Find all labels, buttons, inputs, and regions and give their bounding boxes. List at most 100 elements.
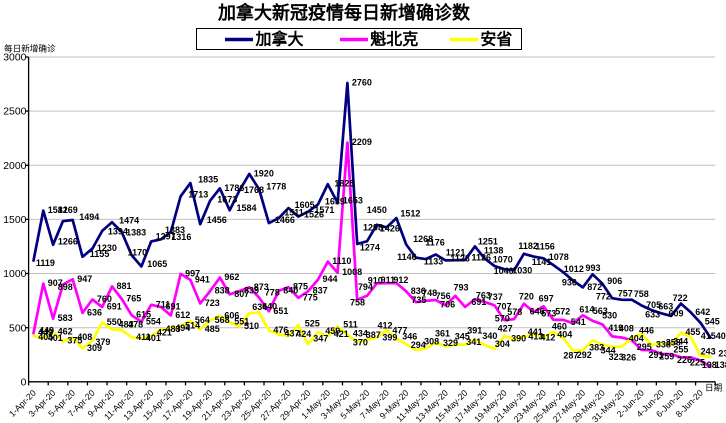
svg-text:794: 794 <box>358 282 373 292</box>
svg-text:1078: 1078 <box>549 252 569 262</box>
svg-text:1383: 1383 <box>165 225 185 235</box>
svg-text:411: 411 <box>136 332 151 342</box>
svg-text:379: 379 <box>95 337 110 347</box>
svg-text:476: 476 <box>273 325 288 335</box>
svg-text:346: 346 <box>402 331 417 341</box>
svg-text:1182: 1182 <box>518 241 538 251</box>
svg-text:1123: 1123 <box>450 254 470 264</box>
svg-text:1605: 1605 <box>295 200 315 210</box>
svg-text:347: 347 <box>313 333 328 343</box>
svg-text:462: 462 <box>58 326 73 336</box>
svg-text:723: 723 <box>205 298 220 308</box>
svg-text:697: 697 <box>539 294 554 304</box>
svg-text:361: 361 <box>435 329 450 339</box>
svg-text:413: 413 <box>528 332 543 342</box>
svg-text:1768: 1768 <box>244 185 264 195</box>
svg-text:1155: 1155 <box>90 249 110 259</box>
svg-text:941: 941 <box>195 274 210 284</box>
svg-text:837: 837 <box>313 286 328 296</box>
svg-text:387: 387 <box>366 330 381 340</box>
svg-text:1121: 1121 <box>446 248 466 258</box>
svg-text:1450: 1450 <box>367 205 387 215</box>
svg-text:614: 614 <box>579 304 594 314</box>
svg-text:1500: 1500 <box>3 215 26 226</box>
svg-text:加拿大新冠疫情每日新增确诊数: 加拿大新冠疫情每日新增确诊数 <box>217 2 471 23</box>
svg-text:2000: 2000 <box>3 161 26 172</box>
svg-text:459: 459 <box>325 326 340 336</box>
svg-text:1030: 1030 <box>512 266 532 276</box>
svg-text:1176: 1176 <box>425 238 445 248</box>
svg-text:1141: 1141 <box>532 257 552 267</box>
svg-text:1040: 1040 <box>494 266 514 276</box>
svg-text:758: 758 <box>634 289 649 299</box>
svg-text:758: 758 <box>350 297 365 307</box>
svg-text:460: 460 <box>552 322 567 332</box>
svg-text:691: 691 <box>471 297 486 307</box>
svg-text:514: 514 <box>185 321 200 331</box>
svg-text:409: 409 <box>716 331 726 341</box>
svg-text:720: 720 <box>519 291 534 301</box>
svg-text:291: 291 <box>649 350 664 360</box>
svg-text:1494: 1494 <box>79 212 99 222</box>
svg-text:1266: 1266 <box>58 236 78 246</box>
svg-text:636: 636 <box>87 307 102 317</box>
svg-text:1394: 1394 <box>108 226 128 236</box>
svg-text:760: 760 <box>97 294 112 304</box>
svg-text:997: 997 <box>185 268 200 278</box>
svg-text:606: 606 <box>224 311 239 321</box>
svg-text:944: 944 <box>323 274 338 284</box>
svg-text:551: 551 <box>234 317 249 327</box>
svg-text:0: 0 <box>21 377 27 388</box>
svg-text:1581: 1581 <box>48 205 68 215</box>
svg-text:911: 911 <box>381 275 396 285</box>
svg-text:345: 345 <box>455 331 470 341</box>
svg-text:295: 295 <box>637 342 652 352</box>
svg-text:663: 663 <box>658 302 673 312</box>
svg-text:408: 408 <box>77 332 92 342</box>
svg-text:550: 550 <box>107 317 122 327</box>
svg-text:1065: 1065 <box>147 259 167 269</box>
svg-text:691: 691 <box>107 302 122 312</box>
svg-text:1584: 1584 <box>237 203 257 213</box>
svg-text:441: 441 <box>528 327 543 337</box>
svg-text:763: 763 <box>476 291 491 301</box>
svg-text:1316: 1316 <box>171 232 191 242</box>
svg-text:404: 404 <box>629 334 644 344</box>
svg-text:358: 358 <box>666 338 681 348</box>
svg-text:404: 404 <box>557 330 572 340</box>
svg-text:434: 434 <box>353 328 368 338</box>
svg-text:1456: 1456 <box>207 215 227 225</box>
svg-text:1653: 1653 <box>343 196 363 206</box>
svg-text:1835: 1835 <box>198 175 218 185</box>
svg-text:每日新增确诊: 每日新增确诊 <box>4 42 56 53</box>
svg-text:1474: 1474 <box>119 216 139 226</box>
svg-text:1426: 1426 <box>380 223 400 233</box>
svg-text:198: 198 <box>702 360 717 370</box>
svg-text:399: 399 <box>382 333 397 343</box>
svg-text:634: 634 <box>252 302 267 312</box>
svg-text:640: 640 <box>262 302 277 312</box>
svg-text:936: 936 <box>562 278 577 288</box>
svg-text:421: 421 <box>334 329 349 339</box>
svg-text:735: 735 <box>411 295 426 305</box>
svg-text:707: 707 <box>497 301 512 311</box>
svg-text:449: 449 <box>38 328 53 338</box>
svg-text:1526: 1526 <box>304 210 324 220</box>
svg-text:401: 401 <box>48 333 63 343</box>
svg-text:1133: 1133 <box>424 257 444 267</box>
svg-text:2760: 2760 <box>352 78 372 88</box>
svg-text:424: 424 <box>296 329 311 339</box>
svg-text:477: 477 <box>392 326 407 336</box>
svg-text:412: 412 <box>378 320 393 330</box>
svg-text:1713: 1713 <box>188 190 208 200</box>
svg-text:511: 511 <box>343 320 358 330</box>
svg-text:1383: 1383 <box>126 228 146 238</box>
svg-text:839: 839 <box>244 286 259 296</box>
svg-text:478: 478 <box>128 319 143 329</box>
svg-text:912: 912 <box>393 275 408 285</box>
svg-text:1170: 1170 <box>128 248 148 258</box>
svg-text:875: 875 <box>293 282 308 292</box>
svg-text:807: 807 <box>234 289 249 299</box>
svg-text:294: 294 <box>411 340 426 350</box>
svg-text:226: 226 <box>677 355 692 365</box>
